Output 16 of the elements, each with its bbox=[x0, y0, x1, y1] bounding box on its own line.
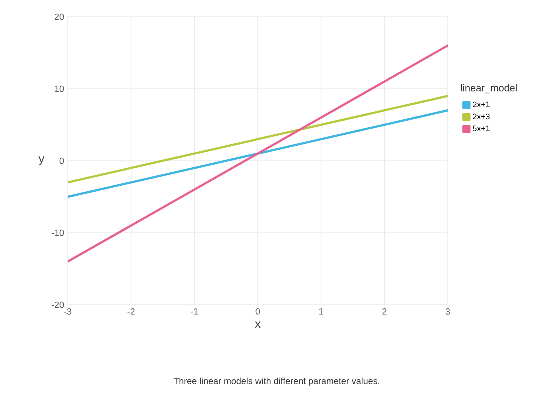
x-tick-label: 3 bbox=[446, 308, 450, 315]
x-tick-label: -1 bbox=[191, 308, 198, 315]
y-axis-title: y bbox=[38, 156, 45, 166]
y-tick-label: 20 bbox=[54, 14, 64, 20]
x-tick-label: -2 bbox=[128, 308, 135, 315]
x-tick-label: 2 bbox=[382, 308, 387, 315]
x-axis-title: x bbox=[255, 322, 261, 328]
y-tick-label: 0 bbox=[60, 158, 64, 164]
x-tick-label: 1 bbox=[320, 308, 324, 315]
legend-title: linear_model bbox=[461, 84, 517, 94]
y-tick-label: 10 bbox=[55, 86, 64, 92]
x-tick-label: -3 bbox=[64, 308, 72, 315]
text: Three linear models with different parameter values. bbox=[174, 378, 380, 386]
y-tick-label: -10 bbox=[52, 230, 64, 236]
y-tick-label: -20 bbox=[52, 302, 64, 308]
x-tick-label: 0 bbox=[256, 308, 260, 315]
